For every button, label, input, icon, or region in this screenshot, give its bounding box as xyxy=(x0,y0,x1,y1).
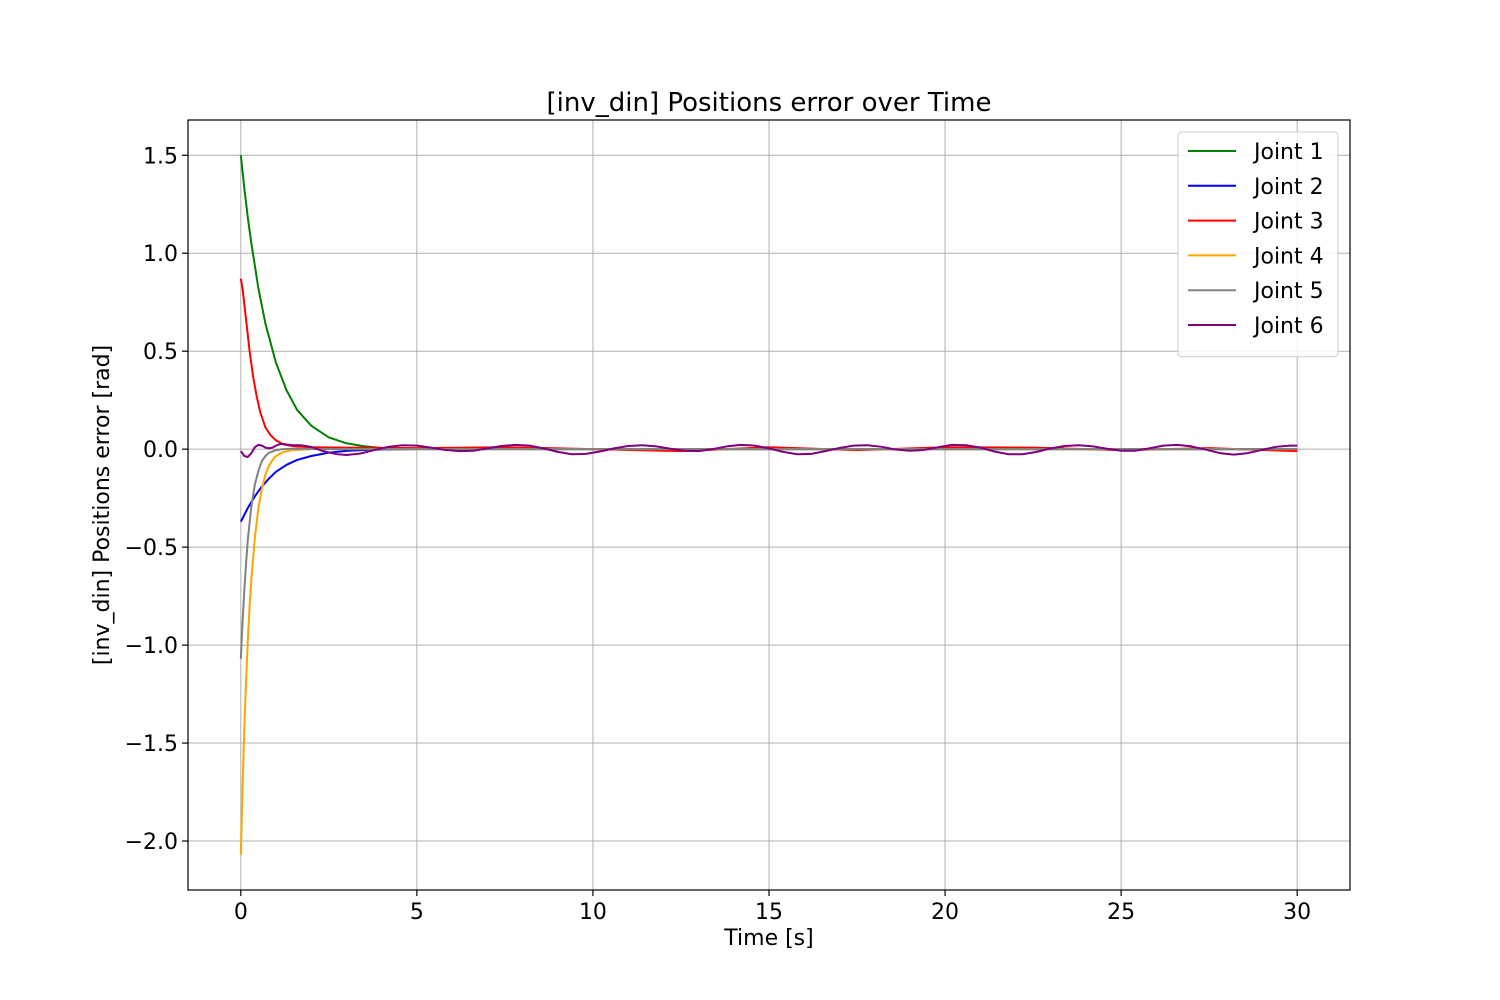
y-tick-label: 1.0 xyxy=(143,242,178,267)
legend-label: Joint 2 xyxy=(1252,175,1324,200)
legend-label: Joint 5 xyxy=(1252,279,1324,304)
grid xyxy=(188,120,1350,890)
legend-label: Joint 3 xyxy=(1252,210,1324,235)
legend: Joint 1 Joint 2 Joint 3 Joint 4 Joint 5 Joint… xyxy=(1177,131,1339,358)
x-axis-label: Time [s] xyxy=(723,926,813,951)
x-tick-label: 25 xyxy=(1107,900,1135,925)
x-tick-label: 15 xyxy=(755,900,783,925)
y-tick-label: 0.5 xyxy=(143,340,178,365)
x-tick-label: 5 xyxy=(410,900,424,925)
series-lines xyxy=(239,155,1298,855)
x-tick-label: 20 xyxy=(931,900,959,925)
series-line-joint-6 xyxy=(240,442,1298,458)
y-axis-label: [inv_din] Positions error [rad] xyxy=(90,345,115,665)
x-tick-label: 10 xyxy=(579,900,607,925)
y-tick-label: −1.0 xyxy=(125,634,178,659)
legend-box xyxy=(1177,131,1339,358)
y-tick-label: −2.0 xyxy=(125,830,178,855)
axis-ticks: 0 5 10 15 20 25 30 −2.0 −1.5 −1.0 −0.5 0.0 0.5 1.0 1.5 xyxy=(125,144,1312,925)
x-tick-label: 30 xyxy=(1283,900,1311,925)
y-tick-label: 0.0 xyxy=(143,438,178,463)
legend-label: Joint 4 xyxy=(1252,244,1324,269)
y-tick-label: 1.5 xyxy=(143,144,178,169)
legend-label: Joint 6 xyxy=(1252,314,1324,339)
y-tick-label: −0.5 xyxy=(125,536,178,561)
legend-label: Joint 1 xyxy=(1252,140,1324,165)
x-tick-label: 0 xyxy=(234,900,248,925)
y-tick-label: −1.5 xyxy=(125,732,178,757)
chart-title: [inv_din] Positions error over Time xyxy=(547,88,992,118)
series-line-joint-5 xyxy=(239,447,1298,659)
